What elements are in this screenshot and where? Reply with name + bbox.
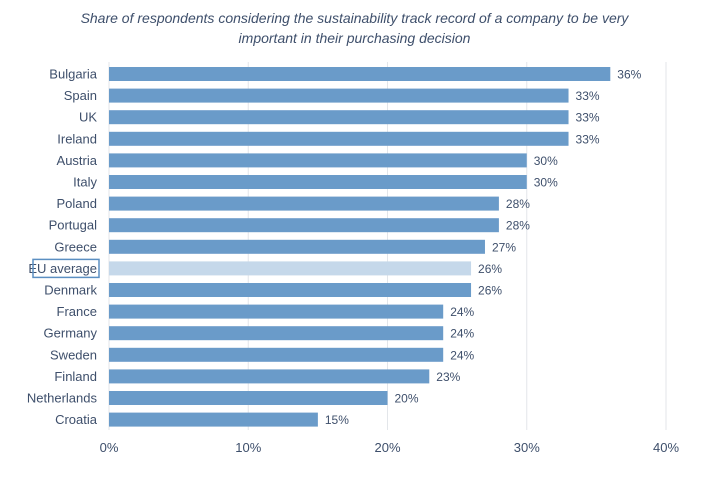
value-label-bulgaria: 36% [617,68,641,82]
x-tick-label: 10% [235,440,261,455]
bar-bulgaria [109,67,611,81]
category-label-denmark: Denmark [44,283,97,298]
category-label-sweden: Sweden [50,347,97,362]
value-label-ireland: 33% [576,132,600,146]
value-label-italy: 30% [534,176,558,190]
bar-eu-average [109,261,472,276]
value-label-france: 24% [450,305,474,319]
value-label-finland: 23% [436,370,460,384]
chart-title-line-2: important in their purchasing decision [238,30,471,46]
value-label-spain: 33% [576,89,600,103]
category-label-uk: UK [79,110,97,125]
category-label-austria: Austria [57,153,98,168]
bar-finland [109,369,430,384]
category-label-eu-average: EU average [28,261,97,276]
value-label-uk: 33% [576,111,600,125]
value-label-croatia: 15% [325,413,349,427]
value-label-sweden: 24% [450,348,474,362]
bar-austria [109,153,527,168]
bar-poland [109,196,499,211]
bar-netherlands [109,391,388,405]
value-label-portugal: 28% [506,219,530,233]
category-label-germany: Germany [44,326,98,341]
category-label-portugal: Portugal [49,218,98,233]
value-label-poland: 28% [506,197,530,211]
category-label-spain: Spain [64,88,97,103]
bar-germany [109,326,444,341]
chart-title-line-1: Share of respondents considering the sus… [80,10,629,26]
category-label-greece: Greece [54,239,97,254]
bar-greece [109,239,485,254]
x-tick-label: 30% [514,440,540,455]
label-layer: Bulgaria 36% Spain 33% UK 33% Ireland 33% Austri… [27,67,642,428]
value-label-denmark: 26% [478,284,502,298]
chart-title: Share of respondents considering the sus… [0,8,709,48]
category-label-france: France [57,304,97,319]
category-label-netherlands: Netherlands [27,391,98,406]
x-tick-label: 40% [653,440,679,455]
x-axis: 0% 10% 20% 30% 40% [100,440,680,455]
bar-sweden [109,347,444,362]
bar-croatia [109,412,318,427]
bar-portugal [109,218,499,233]
bar-layer [109,67,611,427]
category-label-poland: Poland [57,196,97,211]
bar-ireland [109,131,569,146]
value-label-germany: 24% [450,327,474,341]
bar-france [109,304,444,319]
value-label-austria: 30% [534,154,558,168]
category-label-bulgaria: Bulgaria [49,67,97,82]
x-tick-label: 0% [100,440,119,455]
category-label-ireland: Ireland [57,131,97,146]
value-label-eu-average: 26% [478,262,502,276]
bar-uk [109,110,569,125]
highlight-box [32,258,100,279]
category-label-finland: Finland [54,369,97,384]
category-label-croatia: Croatia [55,412,98,427]
x-tick-label: 20% [374,440,400,455]
bar-spain [109,88,569,103]
value-label-netherlands: 20% [395,392,419,406]
category-label-italy: Italy [73,175,97,190]
value-label-greece: 27% [492,240,516,254]
bar-italy [109,175,527,189]
bar-denmark [109,283,472,297]
